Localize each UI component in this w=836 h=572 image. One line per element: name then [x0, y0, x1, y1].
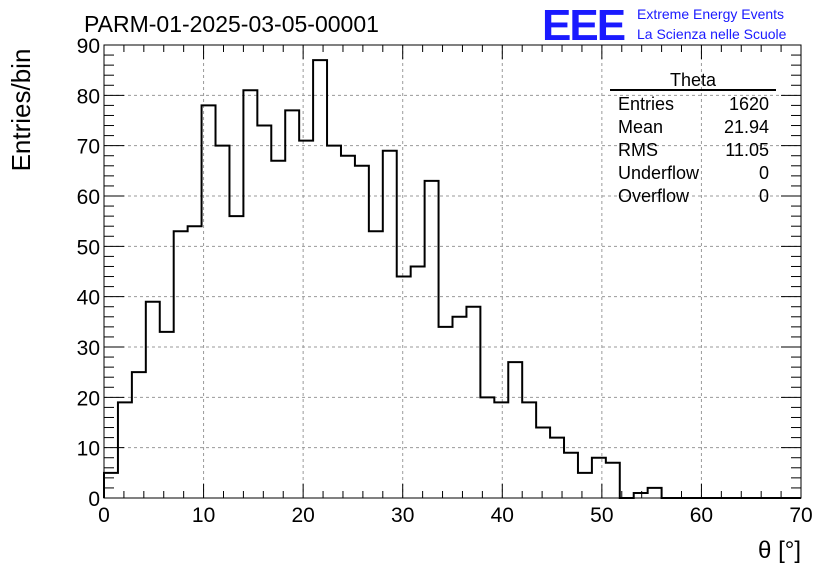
x-tick-label: 60: [690, 504, 713, 527]
x-axis-label: θ [°]: [758, 537, 801, 564]
y-tick-label: 90: [77, 35, 100, 58]
histogram-line: [103, 59, 801, 499]
stats-value: 0: [759, 186, 769, 206]
y-tick-label: 10: [77, 438, 100, 461]
stats-value: 11.05: [725, 140, 769, 160]
x-tick-label: 40: [491, 504, 514, 527]
y-tick-label: 0: [88, 488, 100, 511]
chart-title: PARM-01-2025-03-05-00001: [84, 11, 379, 37]
stats-rows: Entries 1620 Mean 21.94 RMS 11.05 Underflow 0 Ov…: [618, 94, 769, 206]
axis-ticks: [103, 44, 802, 499]
x-tick-label: 10: [192, 504, 215, 527]
grid-lines: [104, 45, 801, 498]
plot-frame: [103, 44, 802, 499]
stats-value: 21.94: [724, 117, 769, 137]
eee-logo: EEE Extreme Energy Events La Scienza nel…: [542, 1, 787, 50]
x-tick-label: 0: [98, 504, 110, 527]
stats-label: Entries: [618, 94, 674, 114]
y-tick-label: 40: [77, 287, 100, 310]
x-tick-label: 20: [291, 504, 314, 527]
stats-box: Theta Entries 1620 Mean 21.94 RMS 11.05 Underf…: [610, 70, 776, 206]
x-tick-label: 70: [789, 504, 812, 527]
stats-value: 0: [759, 163, 769, 183]
x-tick-label: 30: [391, 504, 414, 527]
stats-label: Underflow: [618, 163, 700, 183]
y-tick-label: 80: [77, 85, 100, 108]
stats-label: Overflow: [618, 186, 690, 206]
y-tick-label: 30: [77, 337, 100, 360]
stats-label: RMS: [618, 140, 658, 160]
x-tick-label: 50: [590, 504, 613, 527]
y-tick-label: 60: [77, 186, 100, 209]
tick-labels: 0 10 20 30 40 50 60 70 0 10 20 30 40 50 60 70 80 90: [77, 35, 813, 527]
logo-line2: La Scienza nelle Scuole: [637, 26, 787, 42]
stats-label: Mean: [618, 117, 663, 137]
y-tick-label: 50: [77, 236, 100, 259]
y-tick-label: 20: [77, 387, 100, 410]
stats-title: Theta: [670, 70, 717, 90]
logo-line1: Extreme Energy Events: [637, 6, 784, 22]
stats-value: 1620: [729, 94, 769, 114]
logo-mark: EEE: [542, 1, 625, 50]
y-tick-label: 70: [77, 136, 100, 159]
y-axis-label: Entries/bin: [6, 49, 36, 172]
